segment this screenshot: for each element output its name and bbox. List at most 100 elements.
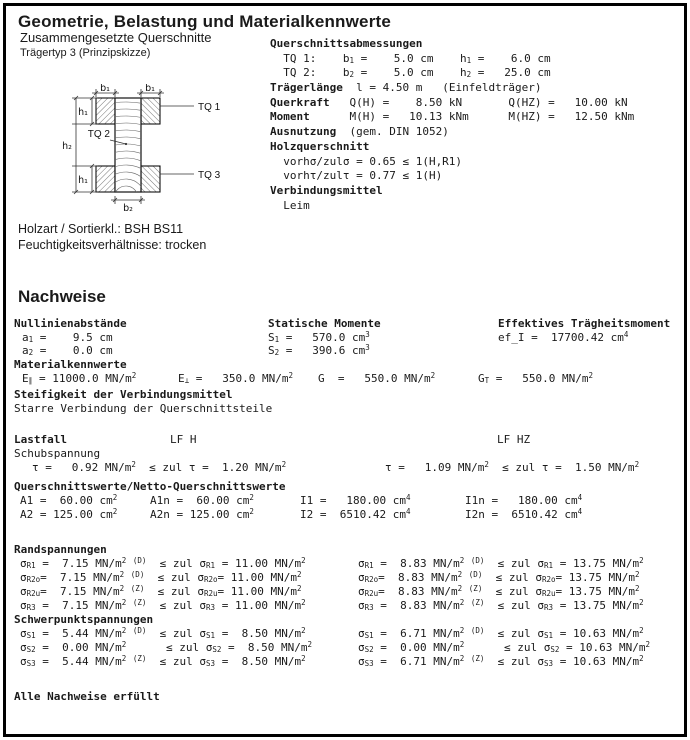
statische-momente-heading: Statische Momente bbox=[268, 317, 381, 330]
lastfall-label: Lastfall bbox=[14, 433, 67, 446]
material-heading-row: Materialkennwerte bbox=[0, 358, 690, 373]
qw-heading-row: Querschnittswerte/Netto-Querschnittswert… bbox=[0, 480, 690, 495]
sketch-caption: Trägertyp 3 (Prinzipskizze) bbox=[20, 47, 151, 59]
lf-hz-label: LF HZ bbox=[497, 433, 531, 446]
schwer-row: σS3 = 5.44 MN/m2 (Z) ≤ zul σS3 = 8.50 MN… bbox=[0, 655, 690, 670]
i1-value: I1 = 180.00 cm4 bbox=[300, 493, 411, 507]
tau-row: τ = 0.92 MN/m2 ≤ zul τ = 1.20 MN/m2 τ = … bbox=[0, 461, 690, 476]
nachweise-heading: Nachweise bbox=[18, 287, 106, 306]
dimension-lines bbox=[72, 89, 194, 204]
dim-label-h1-bottom: h₁ bbox=[78, 175, 88, 186]
holzart-line: Holzart / Sortierkl.: BSH BS11 bbox=[18, 222, 184, 236]
steifigkeit-heading: Steifigkeit der Verbindungsmittel bbox=[14, 388, 233, 401]
values-row: a2 = 0.0 cm S2 = 390.6 cm3 bbox=[0, 344, 690, 359]
geometry-line-text: TQ 2: b2 = 5.0 cm h2 = 25.0 cm bbox=[270, 66, 551, 80]
i1n-value: I1n = 180.00 cm4 bbox=[465, 493, 583, 507]
part-label-tq1: TQ 1 bbox=[198, 102, 221, 113]
sigma-s3-h: σS3 = 5.44 MN/m2 (Z) ≤ zul σS3 = 8.50 MN… bbox=[20, 654, 306, 668]
sigma-r1-h: σR1 = 7.15 MN/m2 (D) ≤ zul σR1 = 11.00 M… bbox=[20, 556, 306, 570]
a2-area: A2 = 125.00 cm2 bbox=[20, 507, 118, 521]
geometry-line-text: vorhτ/zulτ = 0.77 ≤ 1(H) bbox=[270, 169, 443, 183]
geometry-line-label: Holzquerschnitt bbox=[270, 139, 370, 153]
geometry-line-label: Moment bbox=[270, 110, 310, 124]
geometry-line-text: M(H) = 10.13 kNm M(HZ) = 12.50 kNm bbox=[309, 110, 635, 124]
sigma-r2o-hz: σR2o= 8.83 MN/m2 (D) ≤ zul σR2o= 13.75 M… bbox=[358, 570, 640, 584]
dim-label-b1-left: b₁ bbox=[100, 84, 110, 94]
sigma-s2-h: σS2 = 0.00 MN/m2 ≤ zul σS2 = 8.50 MN/m2 bbox=[20, 640, 312, 654]
e-perp-value: E⊥ = 350.0 MN/m2 bbox=[178, 371, 293, 385]
rand-heading-row: Randspannungen bbox=[0, 543, 690, 558]
sigma-r1-hz: σR1 = 8.83 MN/m2 (D) ≤ zul σR1 = 13.75 M… bbox=[358, 556, 644, 570]
geometry-line-label: Ausnutzung bbox=[270, 125, 337, 139]
geometry-line-text: (gem. DIN 1052) bbox=[336, 125, 449, 139]
i2-value: I2 = 6510.42 cm4 bbox=[300, 507, 411, 521]
qw-row: A2 = 125.00 cm2 A2n = 125.00 cm2 I2 = 65… bbox=[0, 508, 690, 523]
rand-row: σR2o= 7.15 MN/m2 (D) ≤ zul σR2o= 11.00 M… bbox=[0, 571, 690, 586]
schubspannung-heading: Schubspannung bbox=[14, 447, 101, 460]
sigma-r3-h: σR3 = 7.15 MN/m2 (Z) ≤ zul σR3 = 11.00 M… bbox=[20, 598, 306, 612]
ef-i-value: ef_I = 17700.42 cm4 bbox=[498, 330, 629, 344]
schwer-heading-row: Schwerpunktspannungen bbox=[0, 613, 690, 628]
a1-area: A1 = 60.00 cm2 bbox=[20, 493, 118, 507]
dim-label-h2: h₂ bbox=[62, 141, 72, 152]
sigma-r3-hz: σR3 = 8.83 MN/m2 (Z) ≤ zul σR3 = 13.75 M… bbox=[358, 598, 644, 612]
geometry-line-label: Querkraft bbox=[270, 95, 330, 109]
sigma-r2o-h: σR2o= 7.15 MN/m2 (D) ≤ zul σR2o= 11.00 M… bbox=[20, 570, 302, 584]
geometry-line-label: Trägerlänge bbox=[270, 81, 343, 95]
sigma-r2u-h: σR2u= 7.15 MN/m2 (Z) ≤ zul σR2u= 11.00 M… bbox=[20, 584, 302, 598]
lastfall-row: Lastfall LF H LF HZ bbox=[0, 433, 690, 448]
rand-row: σR2u= 7.15 MN/m2 (Z) ≤ zul σR2u= 11.00 M… bbox=[0, 585, 690, 600]
cross-section-sketch: b₁ b₁ h₁ h₂ h₁ b₂ TQ 1 TQ 2 TQ 3 bbox=[62, 84, 221, 214]
tau-hz-value: τ = 1.09 MN/m2 ≤ zul τ = 1.50 MN/m2 bbox=[385, 460, 640, 474]
a1-value: a1 = 9.5 cm bbox=[22, 331, 113, 344]
sigma-s2-hz: σS2 = 0.00 MN/m2 ≤ zul σS2 = 10.63 MN/m2 bbox=[358, 640, 650, 654]
page-subtitle: Zusammengesetzte Querschnitte bbox=[20, 30, 212, 45]
dim-label-b2: b₂ bbox=[123, 203, 133, 214]
values-row: a1 = 9.5 cm S1 = 570.0 cm3 ef_I = 17700.… bbox=[0, 331, 690, 346]
schwer-row: σS2 = 0.00 MN/m2 ≤ zul σS2 = 8.50 MN/m2 … bbox=[0, 641, 690, 656]
sigma-s3-hz: σS3 = 6.71 MN/m2 (Z) ≤ zul σS3 = 10.63 M… bbox=[358, 654, 644, 668]
sigma-s1-h: σS1 = 5.44 MN/m2 (D) ≤ zul σS1 = 8.50 MN… bbox=[20, 626, 306, 640]
geometry-block: Querschnittsabmessungen TQ 1: b1 = 5.0 c… bbox=[270, 37, 634, 213]
g-value: G = 550.0 MN/m2 bbox=[318, 371, 436, 385]
material-values-row: E∥ = 11000.0 MN/m2 E⊥ = 350.0 MN/m2 G = … bbox=[0, 372, 690, 387]
geometry-line-text: TQ 1: b1 = 5.0 cm h1 = 6.0 cm bbox=[270, 51, 551, 65]
leader-dot bbox=[124, 142, 128, 146]
fazit-row: Alle Nachweise erfüllt bbox=[0, 690, 690, 705]
a2-value: a2 = 0.0 cm bbox=[22, 344, 113, 357]
rand-row: σR3 = 7.15 MN/m2 (Z) ≤ zul σR3 = 11.00 M… bbox=[0, 599, 690, 614]
traegheitsmoment-heading: Effektives Trägheitsmoment bbox=[498, 317, 671, 330]
geometry-line-text: Q(H) = 8.50 kN Q(HZ) = 10.00 kN bbox=[329, 95, 628, 109]
tau-h-value: τ = 0.92 MN/m2 ≤ zul τ = 1.20 MN/m2 bbox=[32, 460, 287, 474]
geometry-line-label: Querschnittsabmessungen bbox=[270, 37, 423, 50]
materialkennwerte-heading: Materialkennwerte bbox=[14, 358, 127, 371]
querschnittswerte-heading: Querschnittswerte/Netto-Querschnittswert… bbox=[14, 480, 286, 493]
geometry-line-text: l = 4.50 m (Einfeldträger) bbox=[342, 81, 542, 95]
s1-value: S1 = 570.0 cm3 bbox=[268, 330, 370, 344]
geometry-line-label: Verbindungsmittel bbox=[270, 183, 383, 197]
section-headers-row: Nullinienabstände Statische Momente Effe… bbox=[0, 317, 690, 332]
schwer-row: σS1 = 5.44 MN/m2 (D) ≤ zul σS1 = 8.50 MN… bbox=[0, 627, 690, 642]
dim-label-h1-top: h₁ bbox=[78, 107, 88, 118]
qw-row: A1 = 60.00 cm2 A1n = 60.00 cm2 I1 = 180.… bbox=[0, 494, 690, 509]
geometry-line-text: vorhσ/zulσ = 0.65 ≤ 1(H,R1) bbox=[270, 154, 463, 168]
schwerpunkt-heading: Schwerpunktspannungen bbox=[14, 613, 154, 626]
feuchte-line: Feuchtigkeitsverhältnisse: trocken bbox=[18, 238, 207, 252]
e-parallel-value: E∥ = 11000.0 MN/m2 bbox=[22, 371, 137, 385]
steifigkeit-value-row: Starre Verbindung der Querschnittsteile bbox=[0, 402, 690, 417]
starre-verbindung-text: Starre Verbindung der Querschnittsteile bbox=[14, 402, 273, 415]
a2n-area: A2n = 125.00 cm2 bbox=[150, 507, 254, 521]
a1n-area: A1n = 60.00 cm2 bbox=[150, 493, 254, 507]
part-label-tq2: TQ 2 bbox=[88, 129, 111, 140]
schubspannung-heading-row: Schubspannung bbox=[0, 447, 690, 462]
sigma-s1-hz: σS1 = 6.71 MN/m2 (D) ≤ zul σS1 = 10.63 M… bbox=[358, 626, 644, 640]
part-label-tq3: TQ 3 bbox=[198, 170, 221, 181]
i2n-value: I2n = 6510.42 cm4 bbox=[465, 507, 583, 521]
page-title: Geometrie, Belastung und Materialkennwer… bbox=[18, 12, 392, 31]
rand-row: σR1 = 7.15 MN/m2 (D) ≤ zul σR1 = 11.00 M… bbox=[0, 557, 690, 572]
lf-h-label: LF H bbox=[170, 433, 197, 446]
steifigkeit-heading-row: Steifigkeit der Verbindungsmittel bbox=[0, 388, 690, 403]
dim-label-b1-right: b₁ bbox=[145, 84, 155, 94]
nullinien-heading: Nullinienabstände bbox=[14, 317, 127, 330]
fazit-text: Alle Nachweise erfüllt bbox=[14, 690, 160, 703]
